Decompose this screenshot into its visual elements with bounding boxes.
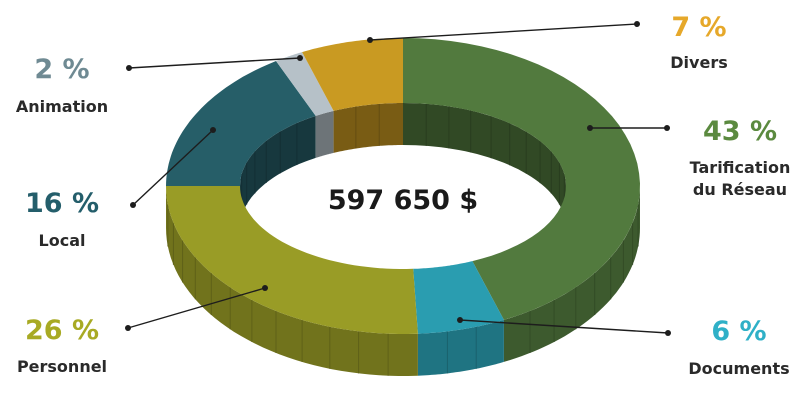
- category-label-reseau: du Réseau: [693, 180, 787, 199]
- slice-inner-animation: [315, 110, 334, 158]
- slice-side-documents: [417, 319, 504, 376]
- data-label-reseau: 43 %: [703, 116, 777, 147]
- leader-line-documents: [459, 319, 669, 334]
- category-label-reseau: Tarification: [690, 158, 791, 177]
- slice-local: [166, 61, 316, 186]
- slice-inner-divers: [333, 103, 403, 153]
- center-total-label: 597 650 $: [328, 185, 478, 216]
- data-labels: 43 % Tarification du Réseau 6 % Documents 26 …: [16, 12, 790, 378]
- leader-dot-animation: [297, 55, 303, 61]
- leader-dot-documents: [457, 317, 463, 323]
- leader-end-dot-local: [130, 202, 136, 208]
- data-label-divers: 7 %: [671, 12, 726, 43]
- slice-personnel: [166, 186, 418, 334]
- leader-end-dot-documents: [665, 330, 671, 336]
- slice-inner-reseau: [403, 103, 566, 228]
- category-label-divers: Divers: [670, 53, 727, 72]
- leader-line-divers: [369, 23, 638, 41]
- leader-line-local: [132, 129, 214, 206]
- data-label-documents: 6 %: [711, 316, 766, 347]
- leader-lines: [125, 21, 671, 336]
- leader-end-dot-personnel: [125, 325, 131, 331]
- data-label-local: 16 %: [25, 188, 99, 219]
- leader-line-animation: [128, 57, 301, 69]
- slice-divers: [302, 38, 403, 111]
- leader-dot-personnel: [262, 285, 268, 291]
- slice-side-personnel: [166, 186, 418, 376]
- category-label-personnel: Personnel: [17, 357, 107, 376]
- leader-dot-divers: [367, 37, 373, 43]
- leader-dot-reseau: [587, 125, 593, 131]
- donut-top-slices: [166, 38, 640, 334]
- data-label-animation: 2 %: [34, 54, 89, 85]
- leader-line-personnel: [127, 287, 266, 329]
- donut-side-walls: [166, 186, 640, 376]
- category-label-local: Local: [39, 231, 86, 250]
- data-label-personnel: 26 %: [25, 315, 99, 346]
- donut-inner-walls: [240, 103, 566, 228]
- category-label-documents: Documents: [688, 359, 789, 378]
- leader-end-dot-reseau: [664, 125, 670, 131]
- slice-reseau: [403, 38, 640, 320]
- slice-documents: [413, 261, 504, 334]
- leader-dot-local: [210, 127, 216, 133]
- category-label-animation: Animation: [16, 97, 108, 116]
- leader-end-dot-divers: [634, 21, 640, 27]
- slice-side-reseau: [503, 186, 640, 362]
- slice-animation: [276, 52, 334, 116]
- leader-end-dot-animation: [126, 65, 132, 71]
